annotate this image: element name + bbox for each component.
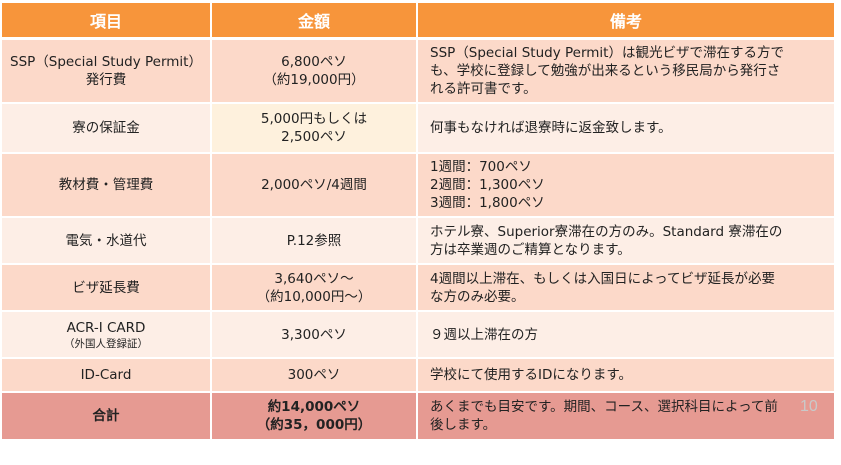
row-note-line: 1週間：700ペソ	[430, 159, 532, 175]
total-note-line: あくまでも目安です。期間、コース、選択科目によって前	[430, 399, 778, 415]
table-row: ACR-I CARD （外国人登録証） 3,300ペソ ９週以上滞在の方	[2, 312, 834, 359]
page-number: 10	[800, 398, 818, 415]
row-note: 1週間：700ペソ 2週間：1,300ペソ 3週間：1,800ペソ	[418, 154, 834, 218]
row-item-line: 電気・水道代	[65, 232, 147, 249]
row-amount: 3,640ペソ～ （約10,000円～）	[212, 265, 418, 312]
row-item-line: SSP（Special Study Permit）	[10, 54, 202, 70]
row-amount-line: 6,800ペソ	[281, 54, 347, 70]
row-item-sub: （外国人登録証）	[64, 337, 148, 350]
total-note-line: 後します。	[430, 417, 497, 433]
row-item: 教材費・管理費	[2, 154, 212, 218]
total-item-label: 合計	[92, 408, 120, 424]
table-row: 教材費・管理費 2,000ペソ/4週間 1週間：700ペソ 2週間：1,300ペ…	[2, 154, 834, 218]
total-amount: 約14,000ペソ （約35，000円）	[212, 393, 418, 441]
row-amount: 3,300ペソ	[212, 312, 418, 359]
row-note: ホテル寮、Superior寮滞在の方のみ。Standard 寮滞在の 方は卒業週…	[418, 218, 834, 265]
row-item: ビザ延長費	[2, 265, 212, 312]
row-amount: 6,800ペソ （約19,000円）	[212, 40, 418, 104]
row-note-line: な方のみ必要。	[430, 288, 525, 305]
fee-table: 項目 金額 備考 SSP（Special Study Permit） 発行費 6…	[2, 3, 834, 441]
row-item: SSP（Special Study Permit） 発行費	[2, 40, 212, 104]
total-amount-line: 約14,000ペソ	[267, 399, 361, 415]
row-note: 4週間以上滞在、もしくは入国日によってビザ延長が必要 な方のみ必要。	[418, 265, 834, 312]
table-row: ビザ延長費 3,640ペソ～ （約10,000円～） 4週間以上滞在、もしくは入…	[2, 265, 834, 312]
row-item: 寮の保証金	[2, 104, 212, 154]
row-note-line: 3週間：1,800ペソ	[430, 195, 545, 211]
row-amount-line: （約10,000円～）	[256, 288, 372, 305]
row-amount-line: 3,300ペソ	[281, 326, 347, 343]
row-note-line: ホテル寮、Superior寮滞在の方のみ。Standard 寮滞在の	[430, 223, 783, 240]
row-item-line: ACR-I CARD	[66, 319, 146, 336]
row-note: ９週以上滞在の方	[418, 312, 834, 359]
row-amount: 5,000円もしくは 2,500ペソ	[212, 104, 418, 154]
row-note: 何事もなければ退寮時に返金致します。	[418, 104, 834, 154]
row-note: SSP（Special Study Permit）は観光ビザで滞在する方で も、…	[418, 40, 834, 104]
total-note: あくまでも目安です。期間、コース、選択科目によって前 後します。	[418, 393, 834, 441]
row-item-line: ID-Card	[80, 367, 132, 383]
row-amount-line: 3,640ペソ～	[274, 270, 354, 287]
row-amount-line: 2,500ペソ	[281, 129, 347, 145]
total-amount-line: （約35，000円）	[256, 417, 372, 433]
row-item: ACR-I CARD （外国人登録証）	[2, 312, 212, 359]
table-row: SSP（Special Study Permit） 発行費 6,800ペソ （約…	[2, 40, 834, 104]
row-note-line: れる許可書です。	[430, 81, 537, 97]
row-item-line: ビザ延長費	[72, 279, 140, 296]
row-note-line: SSP（Special Study Permit）は観光ビザで滞在する方で	[430, 45, 784, 61]
row-item-line: 寮の保証金	[72, 120, 140, 136]
row-amount-line: 2,000ペソ/4週間	[261, 177, 367, 193]
row-note-line: 学校にて使用するIDになります。	[430, 367, 633, 383]
total-row: 合計 約14,000ペソ （約35，000円） あくまでも目安です。期間、コース…	[2, 393, 834, 441]
row-item-line: 発行費	[85, 72, 127, 88]
table-row: 電気・水道代 P.12参照 ホテル寮、Superior寮滞在の方のみ。Stand…	[2, 218, 834, 265]
row-item: 電気・水道代	[2, 218, 212, 265]
row-note-line: 方は卒業週のご精算となります。	[430, 241, 631, 258]
table-row: 寮の保証金 5,000円もしくは 2,500ペソ 何事もなければ退寮時に返金致し…	[2, 104, 834, 154]
row-note-line: も、学校に登録して勉強が出来るという移民局から発行さ	[430, 63, 781, 79]
row-item: ID-Card	[2, 359, 212, 393]
row-amount-line: 300ペソ	[287, 367, 341, 383]
total-item: 合計	[2, 393, 212, 441]
row-amount: P.12参照	[212, 218, 418, 265]
table-row: ID-Card 300ペソ 学校にて使用するIDになります。	[2, 359, 834, 393]
header-item: 項目	[2, 3, 212, 40]
row-amount: 2,000ペソ/4週間	[212, 154, 418, 218]
row-note-line: 4週間以上滞在、もしくは入国日によってビザ延長が必要	[430, 270, 776, 287]
row-note-line: 何事もなければ退寮時に返金致します。	[430, 120, 672, 136]
row-amount-line: P.12参照	[286, 232, 342, 249]
row-amount-line: 5,000円もしくは	[260, 111, 368, 127]
row-note: 学校にて使用するIDになります。	[418, 359, 834, 393]
row-item-line: 教材費・管理費	[58, 177, 154, 193]
header-row: 項目 金額 備考	[2, 3, 834, 40]
row-note-line: ９週以上滞在の方	[430, 326, 538, 343]
header-note: 備考	[418, 3, 834, 40]
row-amount: 300ペソ	[212, 359, 418, 393]
row-amount-line: （約19,000円）	[263, 72, 365, 88]
row-note-line: 2週間：1,300ペソ	[430, 177, 545, 193]
header-amount: 金額	[212, 3, 418, 40]
